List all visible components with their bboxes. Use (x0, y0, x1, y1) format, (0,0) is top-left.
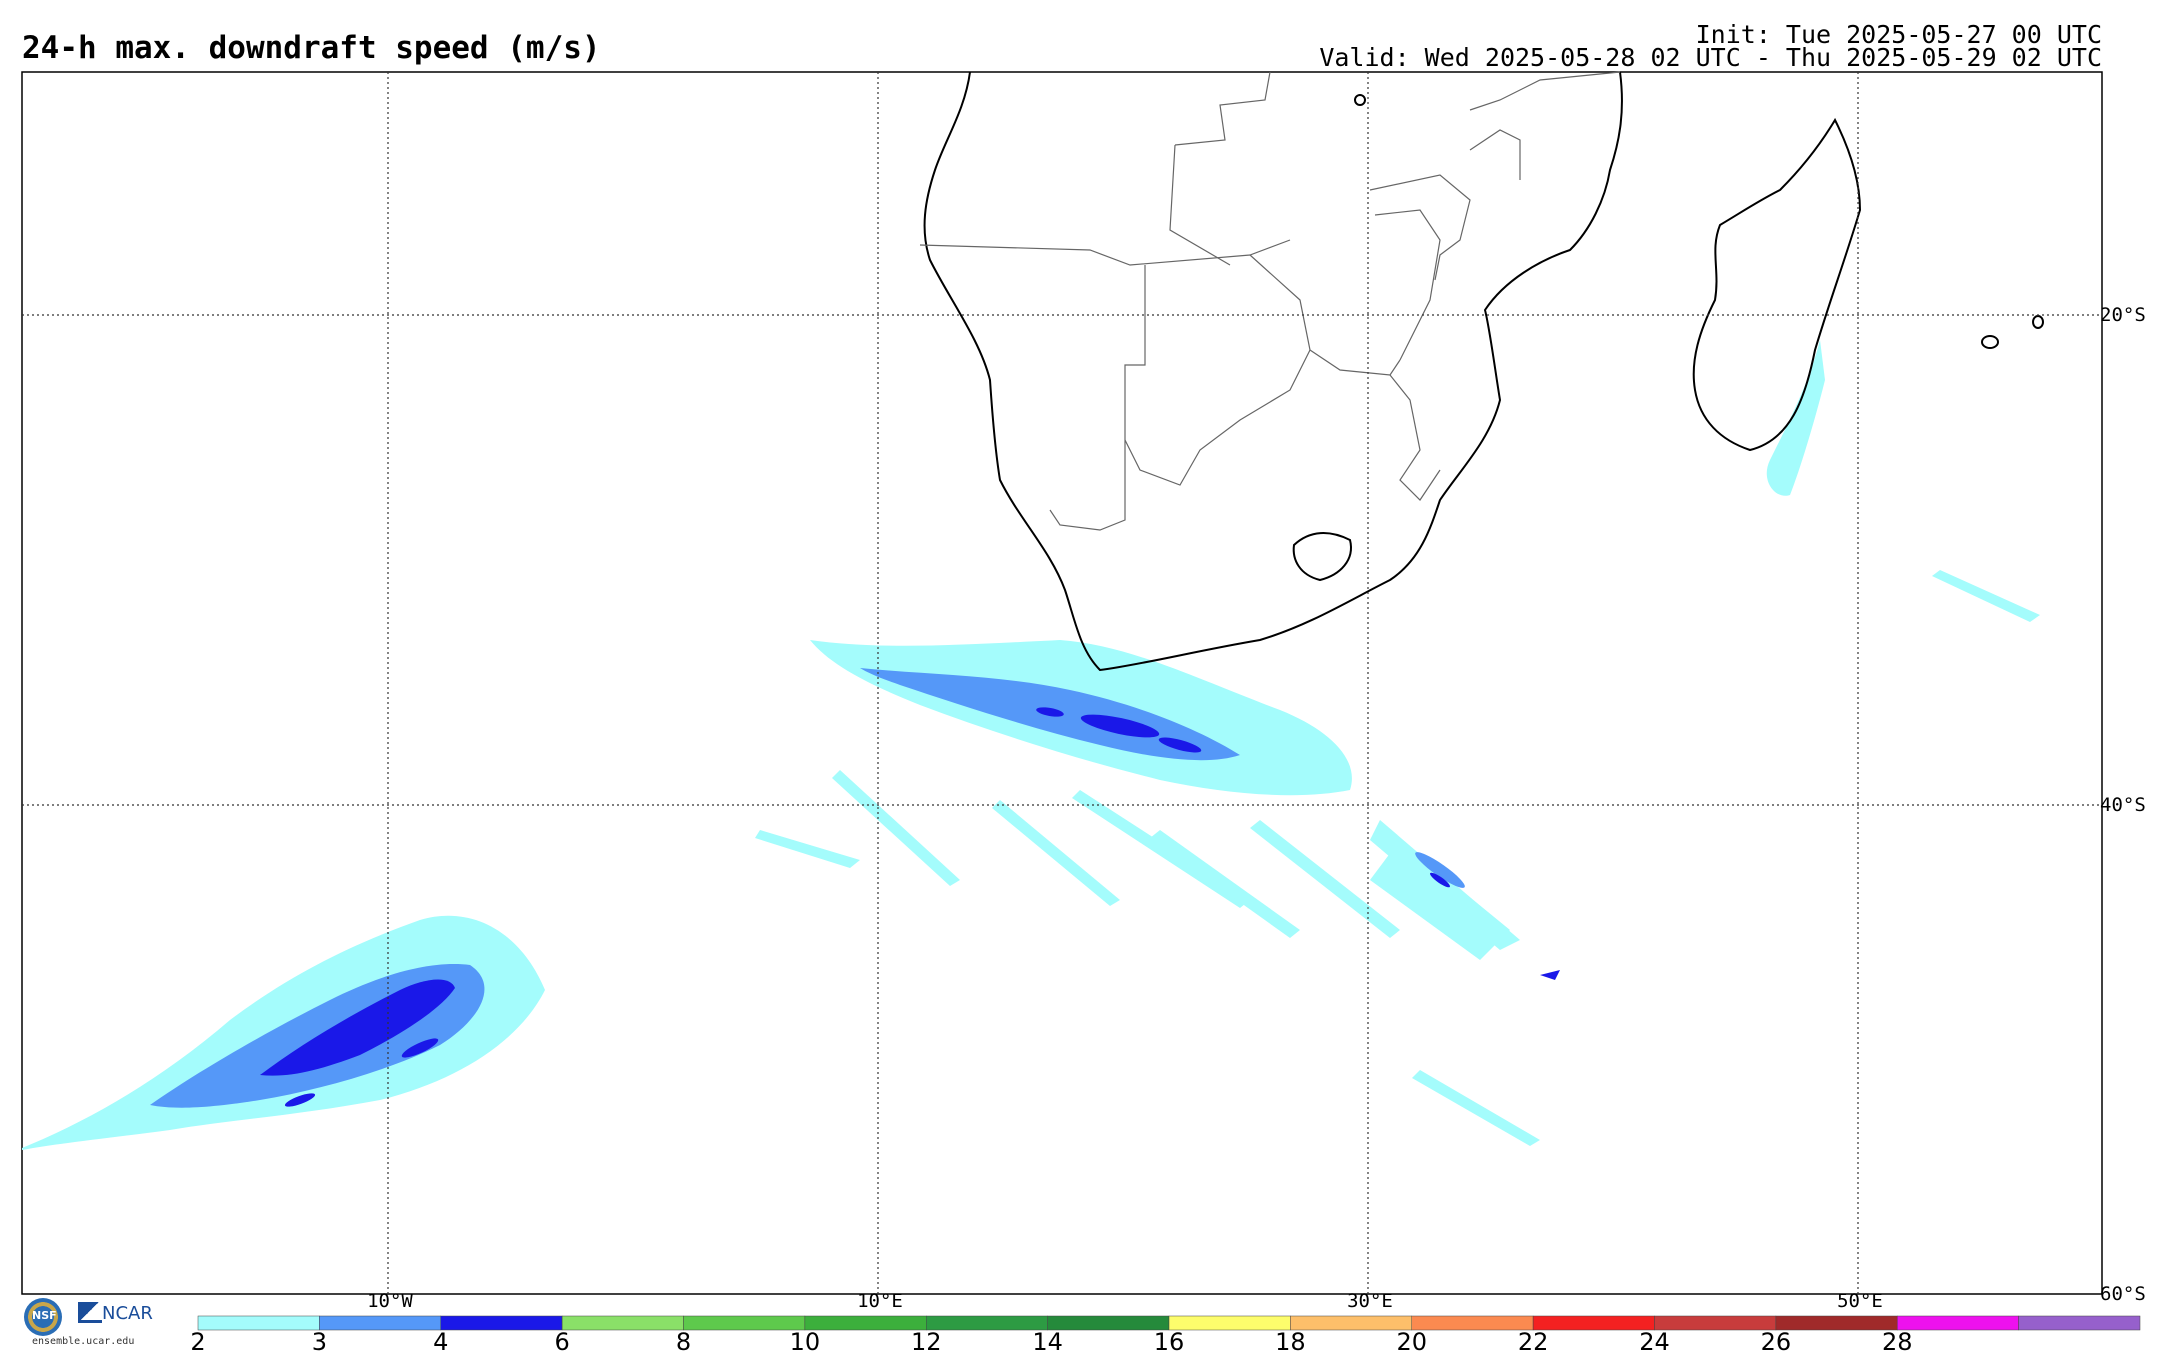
map-title: 24-h max. downdraft speed (m/s) (22, 30, 601, 66)
colorbar-swatch (804, 1315, 927, 1331)
colorbar (197, 1315, 2141, 1331)
colorbar-tick-label: 8 (675, 1328, 692, 1356)
downdraft-field-atlantic (22, 915, 545, 1150)
colorbar-swatch (1775, 1315, 1898, 1331)
nsf-logo-text: NSF (32, 1309, 57, 1322)
lon-label-30e: 30°E (1347, 1290, 1393, 1312)
nsf-ncar-logo: NSF NCAR ensemble.ucar.edu (24, 1298, 164, 1348)
coastlines (923, 71, 2044, 672)
colorbar-tick-label: 20 (1396, 1328, 1428, 1356)
colorbar-swatch (926, 1315, 1048, 1331)
colorbar-tick-label: 14 (1032, 1328, 1063, 1356)
downdraft-field-madagascar (1766, 340, 2040, 622)
lon-label-50e: 50°E (1837, 1290, 1883, 1312)
colorbar-swatch (440, 1315, 563, 1331)
graticule (22, 72, 2102, 1294)
colorbar-swatch (683, 1315, 806, 1331)
downdraft-field-cape (755, 640, 1560, 1146)
colorbar-swatch (2018, 1315, 2141, 1331)
colorbar-tick-label: 4 (433, 1328, 449, 1356)
colorbar-tick-label: 18 (1275, 1328, 1306, 1356)
borders (919, 71, 1621, 531)
nsf-seal-icon (24, 1298, 62, 1336)
colorbar-tick-label: 22 (1517, 1328, 1549, 1356)
lat-label-20s: 20°S (2100, 304, 2146, 326)
colorbar-swatch (1168, 1315, 1291, 1331)
colorbar-tick-label: 26 (1760, 1328, 1792, 1356)
lat-label-40s: 40°S (2100, 794, 2146, 816)
colorbar-tick-label: 2 (190, 1328, 206, 1356)
valid-time: Valid: Wed 2025-05-28 02 UTC - Thu 2025-… (1319, 43, 2102, 72)
colorbar-swatch (197, 1315, 320, 1331)
colorbar-tick-label: 10 (789, 1328, 821, 1356)
colorbar-tick-label: 3 (311, 1328, 328, 1356)
init-time: Init: Tue 2025-05-27 00 UTC (1695, 20, 2102, 49)
colorbar-swatch (1897, 1315, 2019, 1331)
colorbar-swatch (1290, 1315, 1412, 1331)
colorbar-tick-label: 24 (1639, 1328, 1670, 1356)
ncar-logo-text: NCAR (102, 1303, 153, 1324)
colorbar-swatch (1411, 1315, 1534, 1331)
colorbar-swatch (1654, 1315, 1777, 1331)
lon-label-10w: 10°W (367, 1290, 413, 1312)
colorbar-swatch (561, 1315, 684, 1331)
logo-url: ensemble.ucar.edu (32, 1336, 135, 1347)
colorbar-tick-label: 12 (910, 1328, 942, 1356)
colorbar-swatch (1047, 1315, 1170, 1331)
lon-label-10e: 10°E (857, 1290, 903, 1312)
colorbar-swatch (319, 1315, 441, 1331)
lat-label-60s: 60°S (2100, 1283, 2146, 1305)
ncar-flag-icon (78, 1302, 102, 1323)
colorbar-tick-label: 28 (1881, 1328, 1913, 1356)
colorbar-tick-label: 6 (554, 1328, 570, 1356)
colorbar-swatch (1532, 1315, 1655, 1331)
colorbar-tick-label: 16 (1153, 1328, 1185, 1356)
